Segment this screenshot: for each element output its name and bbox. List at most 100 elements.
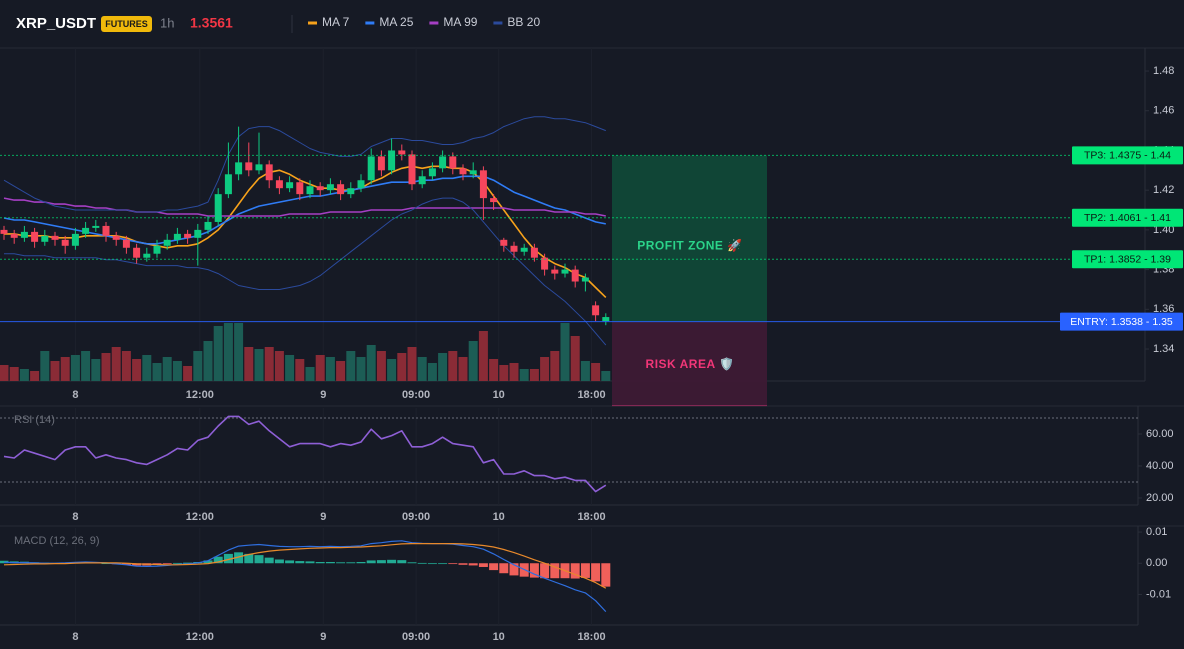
level-label-box [1060, 312, 1183, 331]
volume-bar [478, 331, 488, 381]
candle-body [367, 156, 375, 181]
legend-label: MA 99 [443, 15, 477, 29]
y-tick-label: 1.48 [1153, 65, 1174, 77]
volume-bar [468, 341, 478, 381]
y-tick-label: 20.00 [1146, 492, 1174, 504]
candle-body [214, 194, 222, 222]
volume-bar [274, 351, 284, 381]
candle-body [10, 233, 18, 238]
macd-histogram-bar [591, 563, 601, 582]
candle-body [520, 247, 528, 252]
y-tick-label: 1.34 [1153, 343, 1174, 355]
candle-body [133, 247, 141, 258]
x-tick-label: 8 [72, 511, 78, 523]
x-tick-label: 12:00 [186, 511, 214, 523]
y-tick-label: 0.01 [1146, 526, 1167, 538]
volume-bar [499, 365, 509, 381]
candle-body [194, 229, 202, 238]
candle-body [490, 198, 498, 203]
volume-bar [254, 349, 264, 381]
macd-histogram-bar [427, 563, 437, 565]
rsi-line [3, 415, 607, 493]
candle-body [163, 239, 171, 246]
legend-label: BB 20 [507, 15, 540, 29]
candle-body [551, 269, 559, 274]
risk-zone-label: RISK AREA 🛡️ [646, 357, 735, 371]
x-tick-label: 10 [493, 511, 505, 523]
macd-histogram-bar [336, 562, 346, 564]
x-tick-label: 18:00 [577, 389, 605, 401]
symbol: XRP_USDT [16, 15, 96, 32]
macd-histogram-bar [366, 560, 376, 564]
volume-bar [560, 323, 570, 381]
macd-histogram-bar [121, 563, 131, 565]
volume-bar [244, 347, 254, 381]
profit-zone-label: PROFIT ZONE 🚀 [637, 239, 742, 253]
macd-histogram-bar [468, 563, 478, 566]
candle-body [479, 170, 487, 199]
candle-body [143, 253, 151, 258]
candle-body [235, 162, 243, 175]
volume-bar [376, 351, 386, 381]
candle-body [337, 184, 345, 195]
macd-histogram-bar [254, 555, 264, 564]
candle-body [561, 269, 569, 274]
candle-body [439, 156, 447, 169]
candle-body [41, 235, 49, 242]
pane-title: RSI (14) [14, 414, 55, 426]
level-label: ENTRY: 1.3538 - 1.35 [1070, 316, 1173, 328]
candle-body [92, 225, 100, 228]
candle-body [61, 239, 69, 246]
candle-body [122, 239, 130, 248]
volume-bar [203, 341, 213, 381]
volume-bar [591, 363, 601, 381]
volume-bar [111, 347, 121, 381]
macd-histogram-bar [387, 559, 397, 564]
volume-bar [325, 357, 335, 381]
volume-bar [295, 359, 305, 381]
volume-bar [91, 359, 101, 381]
y-tick-label: 60.00 [1146, 428, 1174, 440]
candle-body [316, 186, 324, 191]
macd-histogram-bar [448, 563, 458, 565]
macd-histogram-bar [397, 560, 407, 564]
volume-bar [81, 351, 91, 381]
x-tick-label: 10 [493, 631, 505, 643]
candle-body [571, 269, 579, 282]
volume-bar [407, 347, 417, 381]
candle-body [377, 156, 385, 171]
candle-body [449, 156, 457, 169]
candle-body [31, 231, 39, 242]
candle-body [428, 168, 436, 177]
interval: 1h [160, 15, 174, 30]
x-tick-label: 09:00 [402, 511, 430, 523]
volume-bar [121, 351, 131, 381]
macd-histogram-bar [601, 563, 611, 587]
candle-body [306, 186, 314, 195]
level-label: TP1: 1.3852 - 1.39 [1084, 254, 1171, 266]
candle-body [592, 305, 600, 316]
candle-body [530, 247, 538, 258]
volume-bar [397, 353, 407, 381]
level-label: TP2: 1.4061 - 1.41 [1084, 212, 1171, 224]
volume-bar [285, 355, 295, 381]
macd-histogram-bar [356, 561, 366, 564]
macd-histogram-bar [407, 562, 417, 564]
macd-histogram-bar [172, 562, 182, 564]
candle-body [153, 245, 161, 254]
volume-bar [550, 351, 560, 381]
macd-histogram-bar [489, 563, 499, 571]
last-price: 1.3561 [190, 15, 233, 31]
x-tick-label: 12:00 [186, 631, 214, 643]
macd-histogram-bar [478, 563, 488, 567]
macd-histogram-bar [203, 560, 213, 564]
candle-body [388, 150, 396, 171]
level-label: TP3: 1.4375 - 1.44 [1084, 150, 1171, 162]
macd-histogram-bar [234, 552, 244, 564]
volume-bar [172, 361, 182, 381]
macd-histogram-bar [550, 563, 560, 579]
signal-line [3, 543, 607, 589]
volume-bar [50, 361, 60, 381]
candle-body [102, 225, 110, 236]
